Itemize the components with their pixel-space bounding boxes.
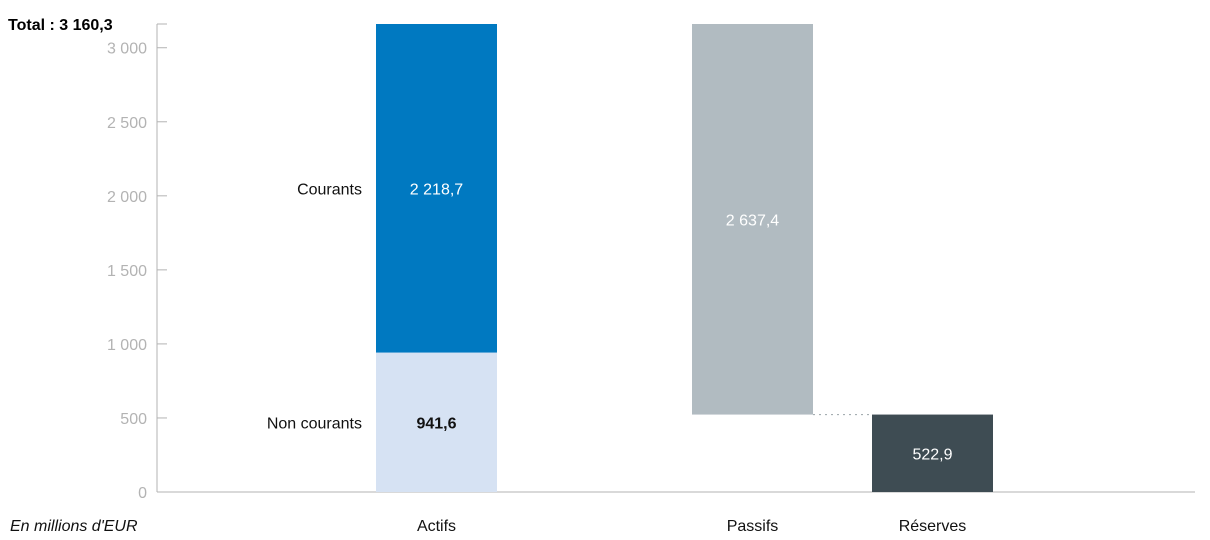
bar-value-label: 2 218,7	[410, 181, 463, 198]
bar-segment	[692, 24, 813, 415]
segment-label: Non courants	[267, 415, 362, 432]
y-tick-label: 1 000	[107, 337, 147, 354]
unit-label: En millions d'EUR	[10, 518, 138, 535]
bar-value-label: 2 637,4	[726, 212, 779, 229]
y-tick-label: 500	[120, 411, 147, 428]
y-tick-label: 3 000	[107, 41, 147, 58]
bar-value-label: 522,9	[912, 446, 952, 463]
bar-value-label: 941,6	[416, 415, 456, 432]
y-tick-label: 1 500	[107, 263, 147, 280]
y-axis: 0 500 1 000 1 500 2 000 2 500 3 000 Total : 3 1…	[8, 17, 1195, 502]
bars	[376, 24, 993, 492]
category-label: Passifs	[727, 518, 779, 535]
y-tick-label: 0	[138, 485, 147, 502]
bar-segment	[872, 414, 993, 492]
segment-label: Courants	[297, 181, 362, 198]
y-tick-label: 2 500	[107, 115, 147, 132]
bar-segment	[376, 352, 497, 492]
category-label: Actifs	[417, 518, 456, 535]
total-label: Total : 3 160,3	[8, 17, 113, 34]
bar-segment	[376, 24, 497, 353]
labels: 941,6 Non courants 2 218,7 Courants 2 637,4 5…	[10, 181, 966, 535]
y-tick-label: 2 000	[107, 189, 147, 206]
category-label: Réserves	[899, 518, 967, 535]
